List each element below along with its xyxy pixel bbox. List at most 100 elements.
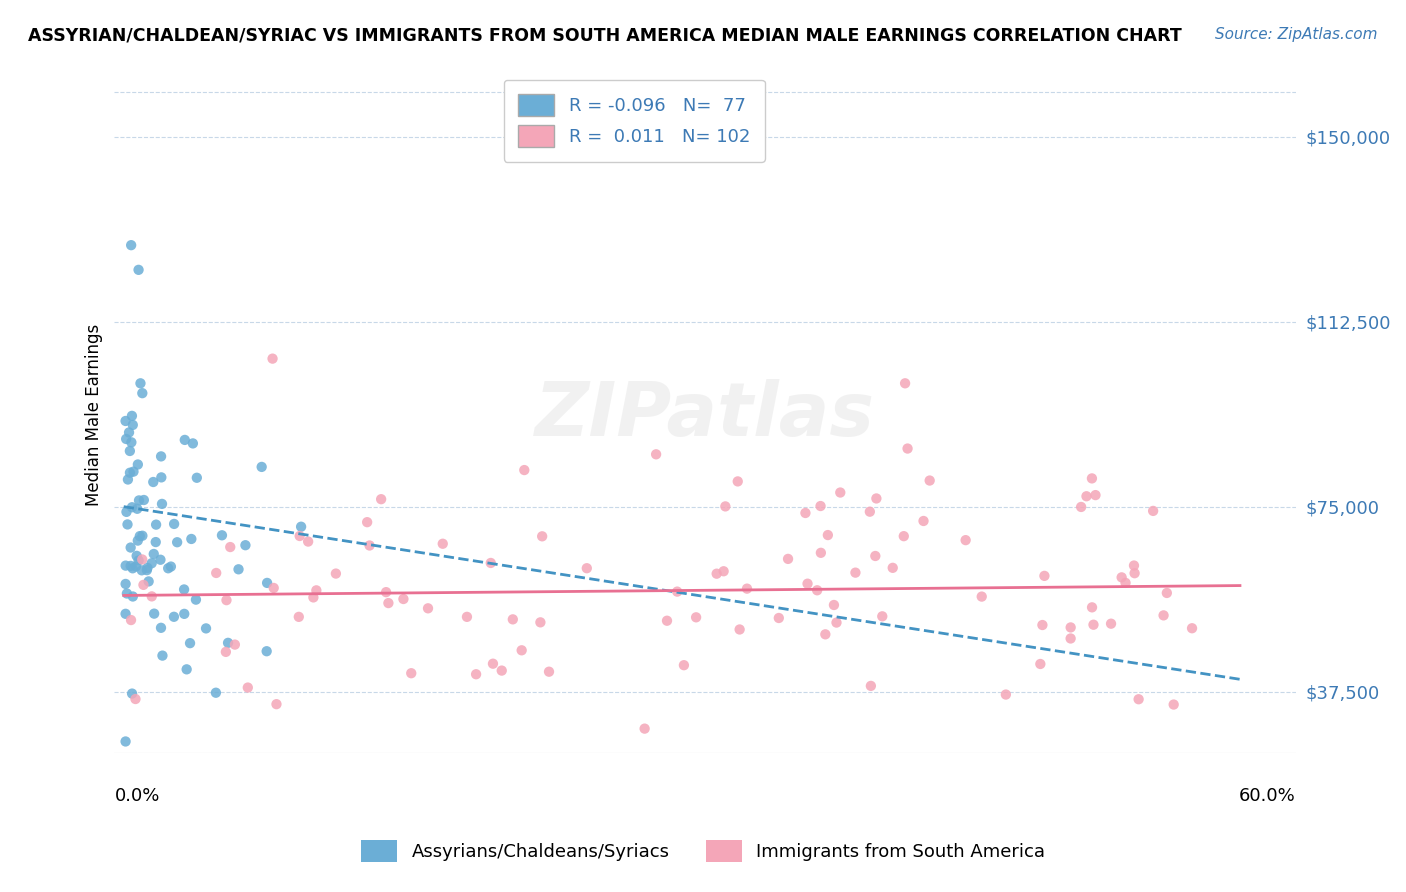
Point xyxy=(305,583,328,598)
Point xyxy=(806,583,828,598)
Point xyxy=(173,582,195,597)
Point xyxy=(150,450,173,464)
Point xyxy=(491,664,513,678)
Point xyxy=(1059,632,1081,646)
Point xyxy=(1081,471,1104,485)
Point xyxy=(127,458,149,472)
Point xyxy=(1115,575,1137,590)
Point xyxy=(115,505,138,519)
Text: 60.0%: 60.0% xyxy=(1239,787,1296,805)
Point xyxy=(127,533,149,548)
Point xyxy=(776,552,799,566)
Point xyxy=(115,432,138,446)
Text: Source: ZipAtlas.com: Source: ZipAtlas.com xyxy=(1215,27,1378,42)
Point xyxy=(143,607,166,621)
Point xyxy=(163,609,186,624)
Point xyxy=(416,601,439,615)
Point xyxy=(1029,657,1052,671)
Point xyxy=(502,612,524,626)
Point xyxy=(297,534,319,549)
Point xyxy=(128,493,150,508)
Point xyxy=(825,615,848,630)
Point xyxy=(186,471,208,485)
Point xyxy=(912,514,935,528)
Point xyxy=(325,566,347,581)
Point xyxy=(145,535,167,549)
Point xyxy=(865,549,887,563)
Point xyxy=(131,529,153,543)
Point xyxy=(994,688,1017,702)
Point xyxy=(575,561,598,575)
Point xyxy=(150,497,173,511)
Point xyxy=(865,491,887,506)
Point xyxy=(955,533,977,548)
Point xyxy=(236,681,259,695)
Point xyxy=(1123,558,1146,573)
Point xyxy=(844,566,866,580)
Point xyxy=(121,417,143,432)
Point xyxy=(1031,618,1053,632)
Point xyxy=(120,558,142,573)
Point xyxy=(1081,600,1104,615)
Point xyxy=(145,517,167,532)
Point xyxy=(1163,698,1185,712)
Point xyxy=(127,501,149,516)
Point xyxy=(666,584,689,599)
Point xyxy=(131,563,153,577)
Point xyxy=(120,613,142,627)
Point xyxy=(122,465,145,479)
Point xyxy=(970,590,993,604)
Point xyxy=(810,546,832,560)
Point xyxy=(768,611,790,625)
Point xyxy=(1033,569,1056,583)
Point xyxy=(830,485,852,500)
Point xyxy=(706,566,728,581)
Point xyxy=(893,529,915,543)
Point xyxy=(510,643,533,657)
Point xyxy=(713,564,735,578)
Point xyxy=(180,532,202,546)
Point xyxy=(163,516,186,531)
Point xyxy=(120,435,142,450)
Point xyxy=(672,658,695,673)
Point xyxy=(1153,608,1175,623)
Point xyxy=(823,598,845,612)
Point xyxy=(1059,620,1081,634)
Point xyxy=(150,470,173,484)
Point xyxy=(136,561,159,575)
Point xyxy=(250,459,273,474)
Point xyxy=(131,386,153,401)
Point xyxy=(1123,566,1146,581)
Point xyxy=(149,553,172,567)
Point xyxy=(215,593,238,607)
Text: 0.0%: 0.0% xyxy=(114,787,160,805)
Point xyxy=(120,238,142,252)
Point xyxy=(121,561,143,575)
Point xyxy=(288,610,311,624)
Point xyxy=(872,609,894,624)
Point xyxy=(1156,586,1178,600)
Point xyxy=(160,559,183,574)
Point xyxy=(256,644,278,658)
Point xyxy=(859,679,882,693)
Point xyxy=(375,585,398,599)
Point xyxy=(217,636,239,650)
Point xyxy=(290,519,312,533)
Point xyxy=(859,505,882,519)
Point xyxy=(1070,500,1092,514)
Point xyxy=(141,590,163,604)
Point xyxy=(118,466,141,480)
Point xyxy=(215,645,238,659)
Point xyxy=(1181,621,1204,635)
Point xyxy=(456,610,478,624)
Point xyxy=(224,638,246,652)
Point xyxy=(114,607,136,621)
Point xyxy=(181,436,204,450)
Point xyxy=(796,576,818,591)
Point xyxy=(205,686,228,700)
Text: ZIPatlas: ZIPatlas xyxy=(536,379,875,452)
Point xyxy=(125,549,148,563)
Point xyxy=(633,722,655,736)
Legend: R = -0.096   N=  77, R =  0.011   N= 102: R = -0.096 N= 77, R = 0.011 N= 102 xyxy=(503,79,765,161)
Point xyxy=(141,556,163,570)
